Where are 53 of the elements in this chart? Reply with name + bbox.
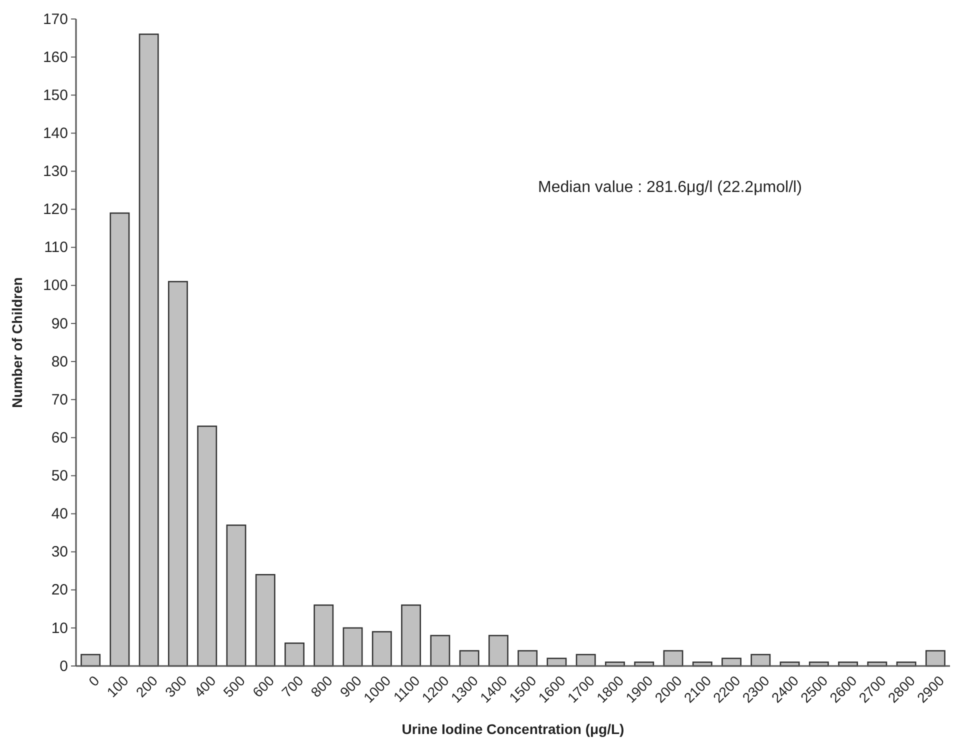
- bar: [750, 654, 771, 667]
- bar: [546, 658, 567, 667]
- y-tick-label: 30: [51, 544, 68, 561]
- y-tick-label: 170: [42, 10, 68, 28]
- x-tick-label: 800: [308, 672, 336, 700]
- x-tick-label: 500: [220, 672, 248, 700]
- y-tick-label: 100: [42, 277, 68, 294]
- bar: [80, 654, 101, 667]
- x-tick-label: 300: [162, 672, 190, 700]
- bar: [138, 34, 159, 667]
- x-tick-label: 100: [104, 672, 132, 700]
- y-tick-label: 0: [60, 658, 68, 675]
- x-axis-title: Urine Iodine Concentration (μg/L): [402, 721, 624, 737]
- y-tick-label: 90: [51, 315, 68, 332]
- bar: [197, 426, 218, 667]
- y-tick-label: 150: [42, 86, 68, 104]
- bar: [110, 212, 130, 667]
- bar: [284, 642, 304, 667]
- y-axis-title: Number of Children: [9, 277, 25, 408]
- y-tick-label: 50: [51, 468, 68, 485]
- x-tick-label: 200: [132, 672, 161, 700]
- y-tick-label: 20: [51, 582, 68, 599]
- bar: [459, 650, 480, 667]
- bar: [168, 280, 188, 667]
- bar: [430, 634, 450, 667]
- y-tick-label: 10: [51, 620, 68, 637]
- bar: [488, 634, 508, 667]
- x-tick-label: 400: [190, 672, 219, 700]
- x-tick-label: 600: [249, 672, 278, 700]
- bar: [342, 627, 363, 667]
- x-tick-label: 700: [278, 672, 306, 700]
- bar: [518, 650, 538, 667]
- y-tick-label: 120: [42, 201, 68, 218]
- bar: [314, 604, 334, 667]
- y-tick-label: 40: [51, 506, 68, 523]
- bar: [663, 650, 684, 667]
- bar: [372, 631, 392, 667]
- y-tick-label: 140: [42, 124, 68, 142]
- annotation: Median value : 281.6μg/l (22.2μmol/l): [538, 179, 802, 196]
- y-tick-label: 160: [42, 48, 68, 66]
- bar: [255, 574, 276, 667]
- y-tick-label: 110: [44, 239, 68, 256]
- bar: [226, 524, 246, 667]
- y-tick-label: 80: [51, 353, 68, 370]
- bar: [401, 604, 422, 667]
- x-tick-label: 0: [85, 672, 102, 690]
- bar: [722, 658, 742, 667]
- bar: [925, 650, 946, 667]
- bar: [576, 654, 596, 667]
- y-tick-label: 130: [42, 163, 68, 180]
- y-tick-label: 70: [51, 391, 68, 408]
- x-tick-label: 900: [336, 672, 365, 700]
- y-tick-label: 60: [51, 429, 68, 446]
